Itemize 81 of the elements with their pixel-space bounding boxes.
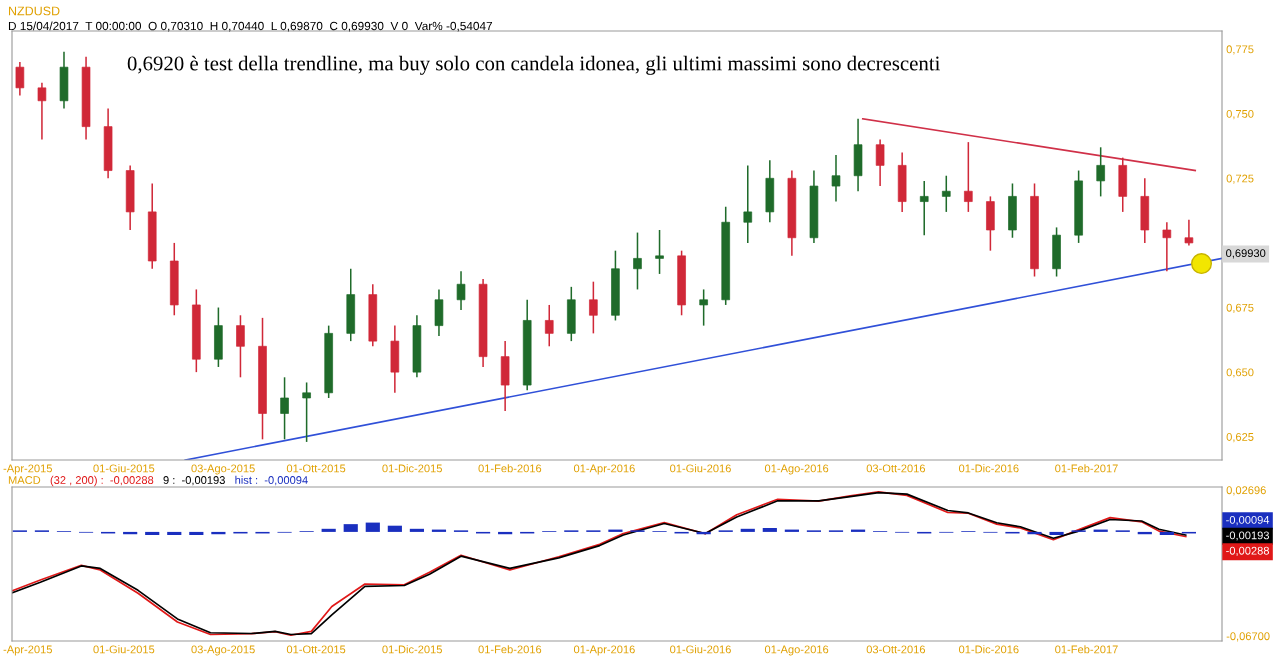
- candlestick: [589, 280, 598, 335]
- candlestick: [919, 180, 929, 236]
- x-tick-label: 01-Dic-2016: [959, 645, 1019, 654]
- bar: [365, 522, 380, 532]
- x-tick-label: 03-Ott-2016: [866, 464, 926, 473]
- chart-title: MACD: [8, 476, 41, 484]
- text: 9 :: [163, 476, 175, 484]
- x-tick-label: 01-Dic-2016: [959, 464, 1019, 473]
- x-tick-label: 01-Ott-2015: [286, 464, 346, 473]
- candlestick: [15, 61, 25, 97]
- bar: [189, 531, 204, 536]
- candlestick: [37, 81, 47, 141]
- text: -0,00288: [110, 476, 154, 486]
- candlestick: [236, 314, 245, 379]
- x-tick-label: 01-Feb-2017: [1055, 645, 1118, 654]
- line-series: [12, 490, 1187, 637]
- x-tick-label: 01-Giu-2016: [670, 645, 731, 654]
- x-tick-label: 03-Ago-2015: [191, 464, 255, 475]
- candlestick: [699, 288, 708, 327]
- x-tick-label: 01-Dic-2015: [382, 645, 442, 654]
- y-tick-label: 0,625: [1226, 433, 1254, 443]
- x-tick-label: 01-Feb-2016: [478, 645, 542, 654]
- x-tick-label: 01-Giu-2015: [93, 645, 155, 654]
- candlestick: [655, 229, 664, 275]
- candlestick: [1184, 218, 1194, 247]
- bar: [1159, 531, 1174, 536]
- bar: [167, 531, 182, 536]
- bar: [762, 528, 777, 532]
- y-tick-label: 0,750: [1226, 109, 1254, 120]
- chart-title: NZDUSD: [9, 6, 60, 16]
- candlestick: [1162, 221, 1172, 273]
- text: -0,00094: [264, 476, 308, 486]
- bar: [608, 529, 623, 532]
- text: hist :: [235, 475, 258, 484]
- candlestick: [875, 138, 885, 187]
- x-tick-label: 01-Feb-2017: [1055, 464, 1118, 473]
- x-tick-label: 01-Ago-2016: [764, 464, 829, 475]
- text: -0,00193: [1226, 531, 1270, 541]
- candlestick: [302, 381, 311, 443]
- text: 0,69930: [1226, 249, 1266, 259]
- text: -0,00094: [1226, 515, 1270, 526]
- candlestick: [280, 376, 289, 441]
- x-tick-label: 03-Ago-2015: [191, 645, 255, 656]
- text: (32 , 200) :: [50, 475, 103, 487]
- bar: [740, 528, 755, 532]
- candlestick: [544, 304, 554, 348]
- y-tick-label: 0,725: [1226, 174, 1254, 184]
- x-tick-label: 01-Giu-2016: [670, 464, 731, 473]
- bar: [145, 531, 160, 536]
- y-tick-label: 0,650: [1226, 368, 1254, 378]
- x-tick-label: 01-Ott-2015: [286, 645, 346, 654]
- x-tick-label: 01-Ago-2016: [764, 645, 829, 656]
- y-tick-label: 0,02696: [1226, 486, 1266, 496]
- bar: [343, 524, 358, 532]
- text: -0,00193: [182, 476, 225, 486]
- x-tick-label: 01-Apr-2016: [573, 645, 635, 656]
- x-tick-label: -Apr-2015: [3, 645, 52, 656]
- x-tick-label: -Apr-2015: [3, 464, 52, 475]
- candlestick: [1096, 146, 1105, 198]
- x-tick-label: 01-Feb-2016: [478, 464, 542, 473]
- candlestick: [964, 141, 973, 213]
- annotation: 0,6920 è test della trendline, ma buy solo con candela idonea, gli ultimi massimi sono decrescenti: [127, 55, 941, 75]
- bar: [1027, 531, 1042, 535]
- bar: [321, 528, 336, 532]
- text: -0,00288: [1226, 546, 1270, 556]
- y-tick-label: -0,06700: [1226, 632, 1270, 642]
- bar: [1049, 531, 1064, 536]
- chart-subtitle: D 15/04/2017 T 00:00:00 O 0,70310 H 0,70440 L 0,69870 C 0,69930 V 0 Var% -0,54047: [8, 21, 493, 32]
- x-tick-label: 01-Dic-2015: [382, 464, 442, 473]
- bar: [387, 525, 402, 532]
- x-tick-label: 03-Ott-2016: [866, 645, 926, 654]
- candlestick: [456, 270, 466, 311]
- y-tick-label: 0,675: [1226, 303, 1254, 313]
- candlestick: [831, 154, 841, 203]
- candlestick: [633, 231, 642, 291]
- x-tick-label: 01-Apr-2016: [573, 464, 635, 475]
- bar: [409, 528, 424, 532]
- x-tick-label: 01-Giu-2015: [93, 464, 155, 473]
- candlestick: [743, 164, 753, 244]
- y-tick-label: 0,775: [1226, 45, 1254, 55]
- candlestick: [942, 174, 951, 213]
